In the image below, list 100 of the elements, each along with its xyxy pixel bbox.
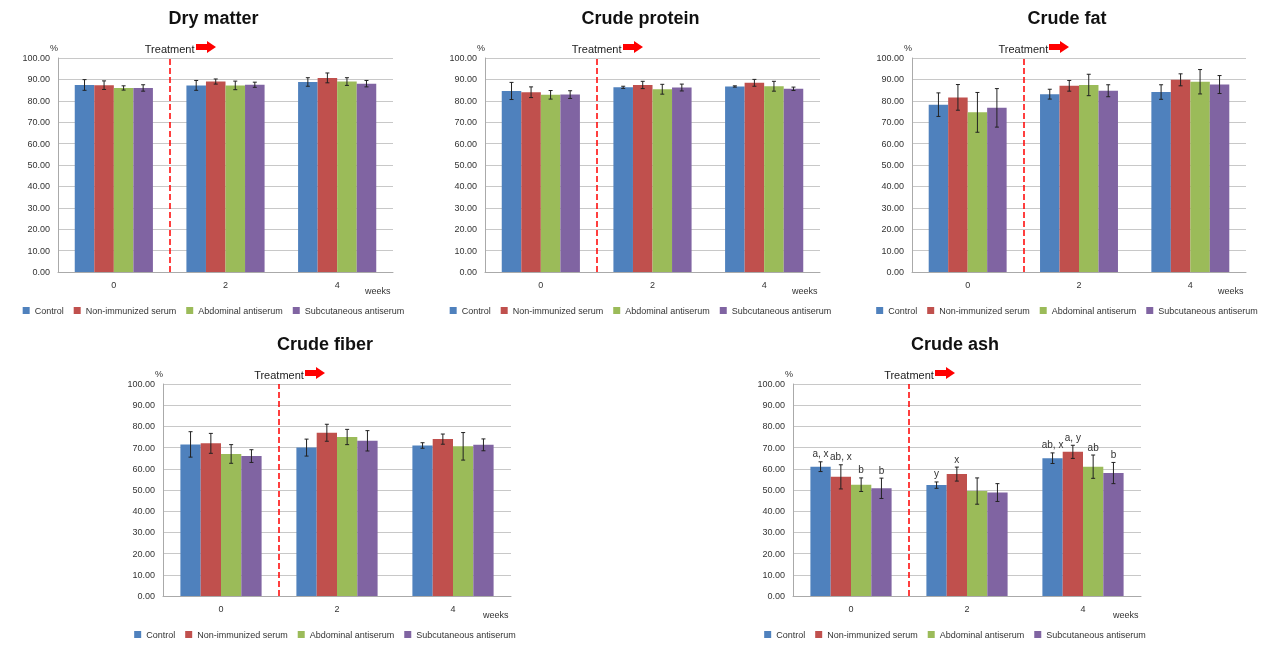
legend-label: Non-immunized serum [939,305,1030,316]
bar [317,77,338,272]
y-tick-label: 40.00 [27,181,50,192]
y-tick-label: 20.00 [132,548,155,559]
legend-label: Control [888,305,918,316]
y-tick-label: 20.00 [881,224,904,235]
bar [1083,466,1104,596]
bar [337,81,357,272]
chart-title: Crude ash [910,334,1000,354]
y-tick-label: 50.00 [454,160,477,170]
y-tick-label: 0.00 [137,591,155,601]
legend-label: Control [146,629,176,640]
legend-label: Subcutaneous antiserum [731,305,832,316]
bar [337,437,358,596]
ref-line-label: Treatment [571,42,622,55]
bar [225,85,246,272]
y-tick-label: 70.00 [454,117,477,128]
y-tick-label: 60.00 [881,138,904,149]
bar [453,446,474,596]
y-tick-label: 100.00 [127,379,155,389]
y-tick-label: 10.00 [881,245,904,256]
bar [94,85,114,272]
y-tick-label: 0.00 [459,267,477,277]
y-tick-label: 100.00 [449,53,477,63]
x-axis-title: weeks [791,285,819,296]
data-label: x [954,453,960,465]
y-tick-label: 70.00 [762,442,785,453]
bar [967,491,988,596]
y-tick-label: 80.00 [762,421,785,432]
bar [540,94,561,272]
x-axis-title: weeks [1217,285,1245,296]
y-tick-label: 100.00 [757,379,785,389]
y-tick-label: 70.00 [132,442,155,453]
y-tick-label: 10.00 [27,245,50,256]
bar [928,104,949,272]
y-axis-title: % [476,42,485,53]
y-tick-label: 60.00 [27,138,50,149]
y-tick-label: 60.00 [762,463,785,474]
bar [1062,451,1083,596]
bar [871,488,892,596]
bar [1042,458,1063,596]
bar [298,81,318,272]
bar [613,87,633,272]
bar [672,87,692,272]
y-tick-label: 20.00 [762,548,785,559]
y-tick-label: 50.00 [881,160,904,170]
x-tick-label: 2 [1076,279,1082,290]
bar [783,88,804,272]
y-tick-label: 0.00 [886,267,904,277]
chart-title: Dry matter [168,8,259,28]
bar [987,492,1008,596]
legend-label: Subcutaneous antiserum [1158,305,1258,316]
bar [432,439,453,596]
y-tick-label: 90.00 [27,74,50,85]
y-axis-title: % [903,42,912,53]
y-tick-label: 80.00 [881,95,904,106]
data-label: ab [1087,441,1100,453]
data-label: b [858,464,865,476]
data-label: y [934,468,940,480]
x-axis-title: weeks [482,609,510,620]
bar [764,86,784,272]
y-tick-label: 90.00 [881,74,904,85]
x-tick-label: 0 [218,603,224,614]
legend-label: Subcutaneous antiserum [1046,629,1146,640]
y-tick-label: 60.00 [454,138,477,149]
bar [830,476,851,596]
bar [74,84,95,272]
y-tick-label: 10.00 [762,569,785,580]
y-tick-label: 100.00 [876,53,904,63]
legend-label: Abdominal antiserum [625,305,710,316]
y-tick-label: 10.00 [132,569,155,580]
x-tick-label: 2 [964,603,970,614]
bar [133,87,153,272]
x-tick-label: 4 [450,603,456,614]
legend-label: Subcutaneous antiserum [416,629,516,640]
legend-label: Control [34,305,64,316]
data-label: ab, x [830,451,852,463]
bar [200,443,221,596]
y-tick-label: 70.00 [881,117,904,128]
ref-line-label: Treatment [998,42,1049,55]
y-tick-label: 90.00 [454,74,477,85]
y-tick-label: 50.00 [132,485,155,495]
bar [296,447,317,596]
y-axis-title: % [154,368,163,379]
bar [113,87,134,272]
y-tick-label: 30.00 [454,202,477,213]
y-tick-label: 40.00 [132,506,155,517]
x-axis-title: weeks [364,285,392,296]
y-tick-label: 0.00 [767,591,785,601]
bar [946,474,967,596]
chart-title: Crude fat [1027,8,1107,28]
bar [473,444,494,596]
bar [180,444,201,596]
bar [926,485,947,596]
bar [1103,473,1124,596]
legend-label: Control [461,305,491,316]
bar [632,84,653,272]
legend-label: Subcutaneous antiserum [304,305,405,316]
legend-label: Non-immunized serum [827,629,918,640]
y-tick-label: 40.00 [762,506,785,517]
